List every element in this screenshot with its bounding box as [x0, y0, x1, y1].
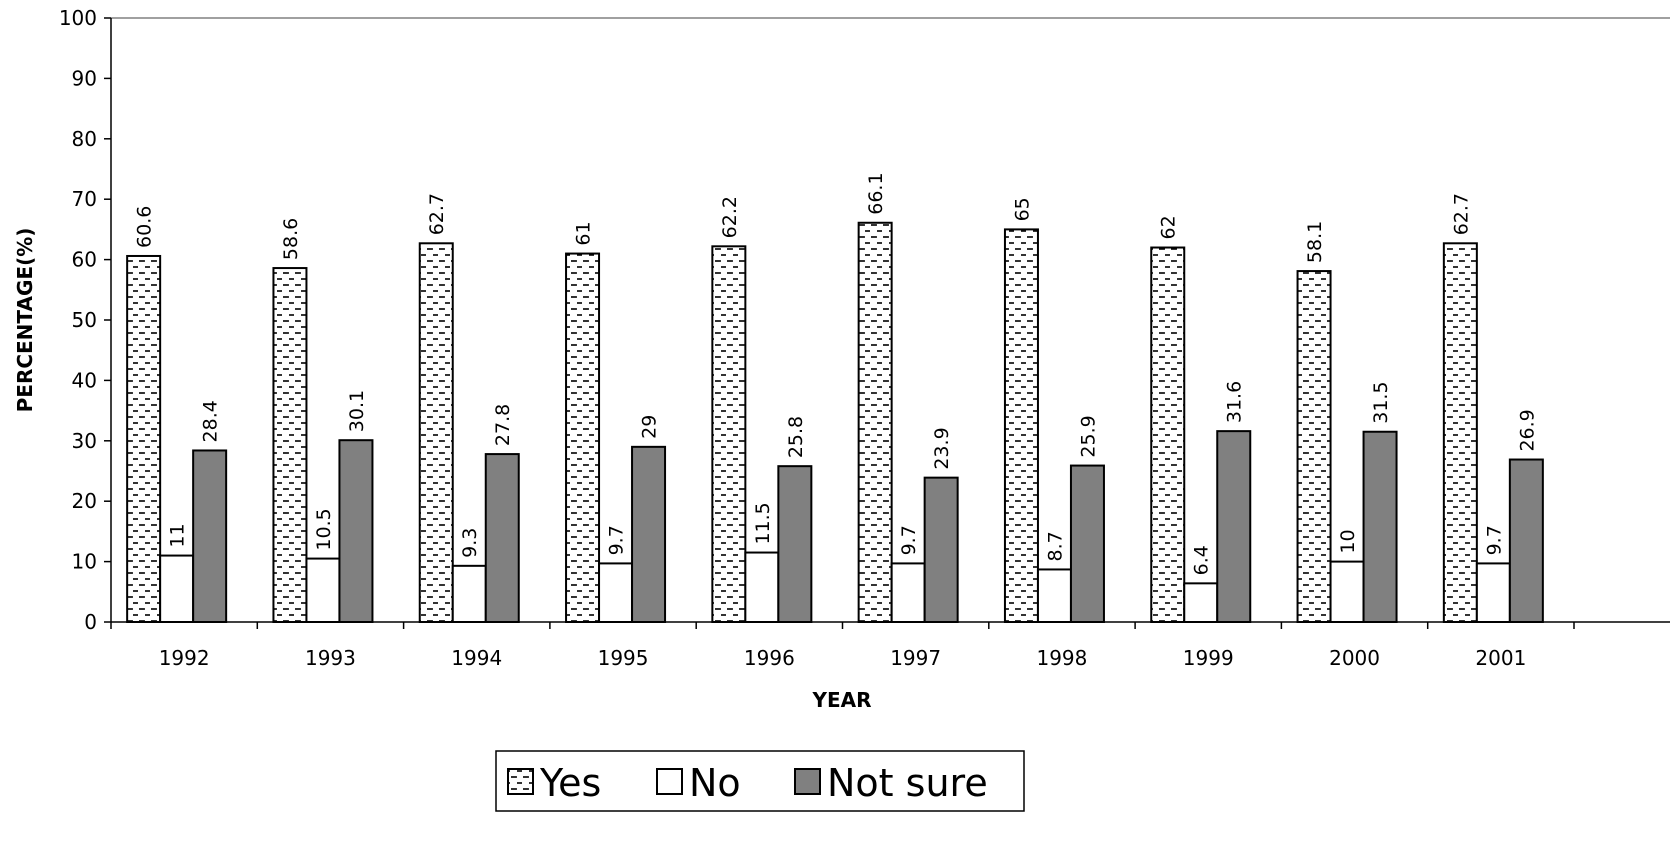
bar-not-sure — [192, 449, 228, 623]
y-tick-label: 10 — [72, 550, 97, 574]
data-label: 10 — [1337, 529, 1359, 553]
x-tick-label: 2001 — [1475, 646, 1526, 670]
data-label: 60.6 — [134, 206, 156, 248]
x-tick-label: 1998 — [1036, 646, 1087, 670]
x-tick-label: 1996 — [744, 646, 795, 670]
data-label: 10.5 — [313, 508, 335, 550]
bar-yes — [1296, 270, 1332, 623]
x-tick-label: 1999 — [1183, 646, 1234, 670]
data-label: 61 — [573, 221, 595, 245]
legend-box — [495, 750, 1025, 812]
bar-yes — [126, 254, 162, 623]
bar-yes — [1442, 242, 1478, 624]
bar-no — [890, 562, 926, 623]
y-tick-label: 60 — [72, 248, 97, 272]
data-label: 62.7 — [426, 193, 448, 235]
bar-yes — [711, 245, 747, 623]
bar-no — [744, 551, 780, 623]
legend: Yes No Not sure — [495, 750, 1025, 812]
bar-not-sure — [1216, 430, 1252, 623]
bar-no — [598, 562, 634, 623]
data-label: 62.2 — [719, 196, 741, 238]
x-tick-label: 2000 — [1329, 646, 1380, 670]
bar-no — [305, 557, 341, 624]
x-axis-title: YEAR — [811, 688, 871, 712]
bar-yes — [565, 252, 601, 623]
y-tick-label: 80 — [72, 127, 97, 151]
data-label: 9.7 — [606, 525, 628, 555]
bar-not-sure — [777, 465, 813, 623]
bar-not-sure — [338, 439, 374, 624]
bar-yes — [1003, 228, 1039, 623]
data-label: 9.7 — [1483, 525, 1505, 555]
bar-not-sure — [1362, 430, 1398, 623]
data-label: 66.1 — [865, 172, 887, 214]
bar-yes — [1150, 246, 1186, 624]
y-tick-label: 40 — [72, 368, 97, 392]
bar-yes — [272, 267, 308, 623]
bar-not-sure — [1508, 458, 1544, 623]
bar-no — [1475, 562, 1511, 623]
y-axis-title: PERCENTAGE(%) — [13, 228, 37, 413]
data-label: 62 — [1158, 215, 1180, 239]
bar-not-sure — [631, 445, 667, 623]
bar-yes — [418, 242, 454, 624]
y-tick-label: 100 — [59, 6, 97, 30]
legend-label-yes: Yes — [539, 761, 601, 805]
data-label: 8.7 — [1044, 531, 1066, 561]
plot-area: 0 10 20 30 40 50 60 70 80 90 100 1992 60.6 11 28.4 1993… — [59, 6, 1670, 670]
data-label: 31.6 — [1224, 381, 1246, 423]
y-tick-label: 50 — [72, 308, 97, 332]
data-label: 30.1 — [346, 390, 368, 432]
bar-not-sure — [484, 453, 520, 624]
data-label: 31.5 — [1370, 381, 1392, 423]
x-tick-label: 1995 — [598, 646, 649, 670]
y-tick-label: 0 — [84, 610, 97, 634]
data-label: 11 — [167, 523, 189, 547]
data-label: 65 — [1011, 197, 1033, 221]
bar-no — [1036, 568, 1072, 624]
data-label: 62.7 — [1450, 193, 1472, 235]
legend-label-no: No — [689, 761, 741, 805]
bar-no — [451, 564, 487, 624]
bar-yes — [857, 221, 893, 623]
bar-not-sure — [923, 476, 959, 624]
y-tick-label: 90 — [72, 66, 97, 90]
data-label: 58.6 — [280, 218, 302, 260]
data-label: 25.8 — [785, 416, 807, 458]
data-label: 6.4 — [1191, 545, 1213, 575]
data-label: 27.8 — [492, 404, 514, 446]
x-tick-label: 1992 — [159, 646, 210, 670]
legend-label-not-sure: Not sure — [827, 761, 988, 805]
y-tick-label: 30 — [72, 429, 97, 453]
data-label: 29 — [639, 415, 661, 439]
x-tick-label: 1994 — [451, 646, 502, 670]
data-label: 9.3 — [459, 528, 481, 558]
y-tick-label: 20 — [72, 489, 97, 513]
legend-swatch-yes — [507, 768, 534, 795]
x-tick-label: 1997 — [890, 646, 941, 670]
data-label: 26.9 — [1516, 409, 1538, 451]
data-label: 25.9 — [1077, 415, 1099, 457]
legend-swatch-not-sure — [794, 768, 821, 795]
bar-not-sure — [1069, 464, 1105, 623]
bar-no — [1329, 560, 1365, 623]
legend-swatch-no — [656, 768, 683, 795]
bar-no — [1183, 582, 1219, 623]
data-label: 11.5 — [752, 502, 774, 544]
y-tick-label: 70 — [72, 187, 97, 211]
bar-no — [159, 554, 195, 623]
data-label: 23.9 — [931, 427, 953, 469]
x-tick-label: 1993 — [305, 646, 356, 670]
data-label: 9.7 — [898, 525, 920, 555]
data-label: 58.1 — [1304, 221, 1326, 263]
data-label: 28.4 — [200, 400, 222, 442]
